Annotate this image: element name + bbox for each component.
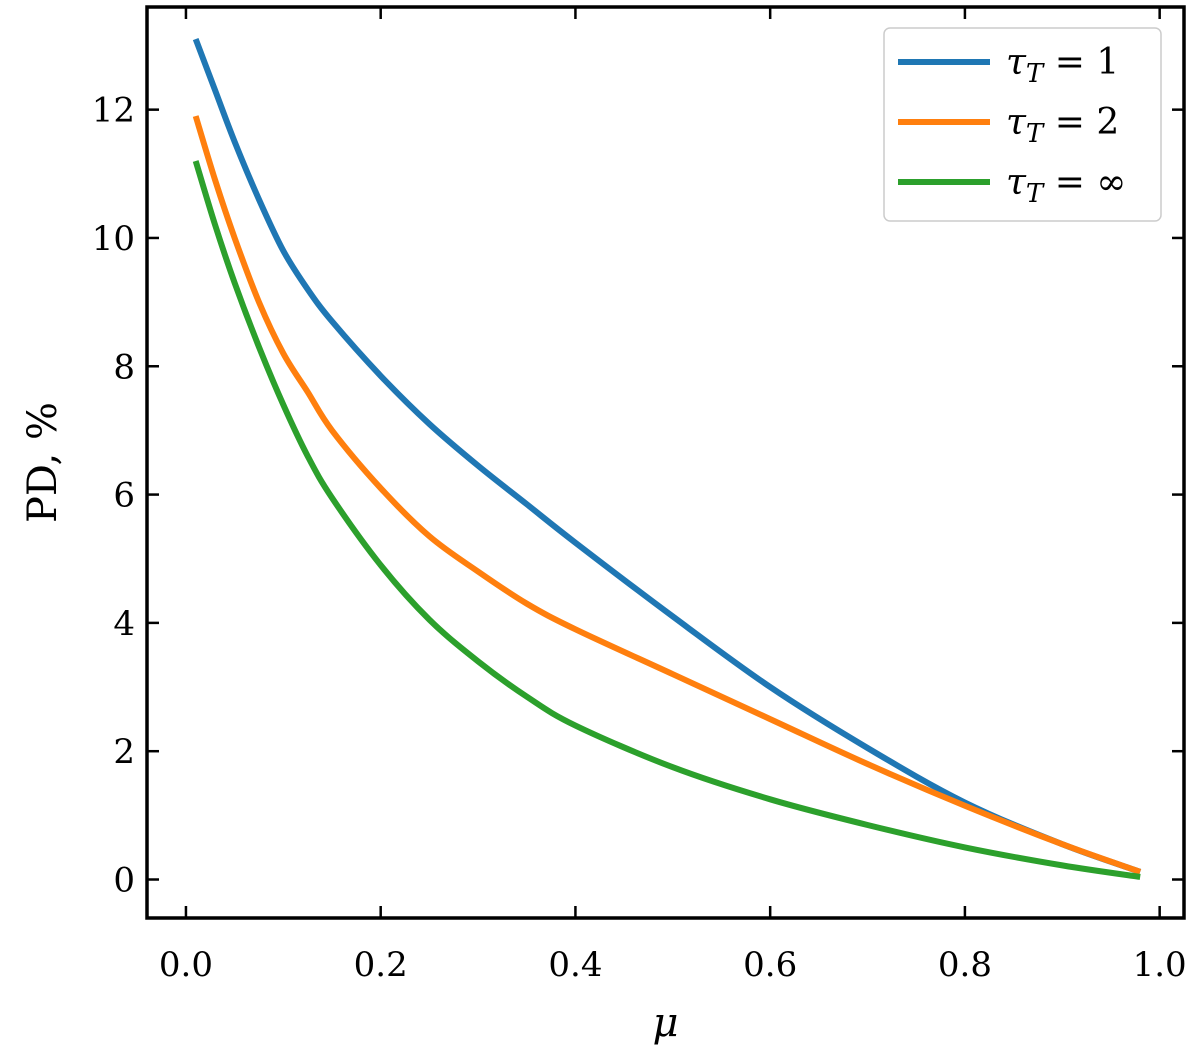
y-tick-label: 0 (113, 861, 135, 901)
legend-label: τT = ∞ (1006, 162, 1126, 209)
x-tick-label: 1.0 (1133, 945, 1187, 985)
x-tick-label: 0.2 (354, 945, 408, 985)
x-tick-label: 0.6 (743, 945, 797, 985)
y-tick-label: 8 (113, 347, 135, 387)
y-tick-label: 4 (113, 604, 135, 644)
ticks-layer: 0.0 0.2 0.4 0.6 0.8 1.0 0 2 4 6 8 10 12 (92, 7, 1187, 985)
y-tick-label: 6 (113, 476, 135, 516)
legend-box (883, 27, 1162, 222)
x-axis-label: μ (653, 1000, 679, 1046)
x-tick-label: 0.8 (938, 945, 992, 985)
legend: τT = 1 τT = 2 τT = ∞ (883, 27, 1162, 222)
y-tick-label: 10 (92, 219, 135, 259)
series-line (192, 115, 1142, 875)
series-layer (192, 38, 1142, 880)
y-tick-label: 12 (92, 91, 135, 131)
legend-label: τT = 2 (1006, 102, 1119, 149)
legend-label: τT = 1 (1006, 42, 1119, 89)
x-tick-label: 0.4 (548, 945, 602, 985)
series-line (192, 38, 1142, 875)
y-tick-label: 2 (113, 732, 135, 772)
plot-frame (145, 5, 1186, 920)
series-line (192, 160, 1141, 880)
y-axis-label: PD, % (20, 402, 66, 523)
x-tick-label: 0.0 (159, 945, 213, 985)
